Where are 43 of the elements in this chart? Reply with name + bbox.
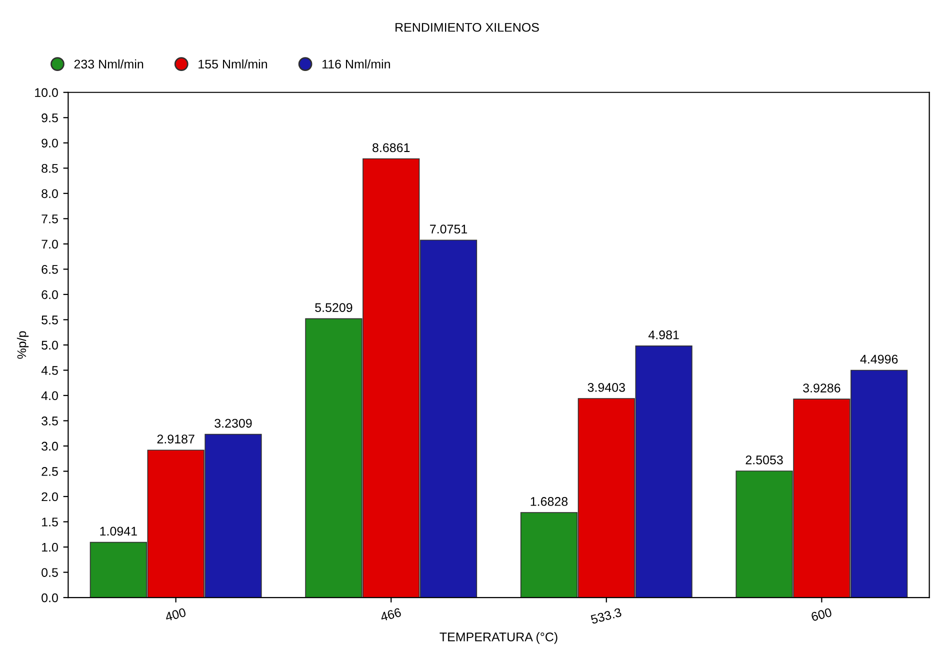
y-tick-label: 4.5 <box>41 366 58 375</box>
legend-label: 116 Nml/min <box>322 59 390 69</box>
y-tick-label: 3.0 <box>42 442 58 451</box>
x-tick-label: 533.3 <box>590 608 622 624</box>
data-label: 2.5053 <box>746 456 783 464</box>
y-tick-label: 3.5 <box>42 416 58 426</box>
y-tick-label: 6.0 <box>42 290 58 300</box>
y-tick-label: 5.5 <box>42 316 58 324</box>
legend-label: 155 Nml/min <box>198 59 267 69</box>
y-axis-title: %p/p <box>16 331 29 359</box>
y-tick-label: 7.0 <box>42 240 58 249</box>
x-axis-title: TEMPERATURA (°C) <box>440 632 558 644</box>
y-tick-label: 7.5 <box>42 214 58 224</box>
data-label: 1.0941 <box>100 526 137 536</box>
data-label: 5.5209 <box>315 303 352 312</box>
y-tick-label: 10.0 <box>35 88 58 98</box>
y-tick-label: 9.0 <box>42 138 58 148</box>
data-label: 1.6828 <box>530 497 568 506</box>
y-tick-label: 9.5 <box>42 113 58 122</box>
y-tick-label: 8.5 <box>42 164 58 173</box>
y-tick-label: 8.0 <box>42 189 58 198</box>
y-tick-label: 0.5 <box>42 568 58 577</box>
y-tick-label: 1.0 <box>42 542 58 552</box>
data-label: 7.0751 <box>430 224 468 234</box>
y-tick-label: 6.5 <box>42 264 58 274</box>
y-tick-label: 2.0 <box>42 492 58 502</box>
x-tick-label: 400 <box>164 608 186 622</box>
y-tick-label: 2.5 <box>42 467 58 476</box>
data-label: 8.6861 <box>372 143 410 152</box>
legend-label: 233 Nml/min <box>74 59 144 69</box>
y-tick-label: 0.0 <box>42 593 58 602</box>
data-label: 3.2309 <box>214 418 252 428</box>
chart-title: RENDIMIENTO XILENOS <box>396 22 539 32</box>
data-label: 3.9403 <box>588 383 625 392</box>
x-tick-label: 600 <box>810 608 832 622</box>
y-tick-label: 5.0 <box>42 340 58 350</box>
data-label: 4.4996 <box>860 354 898 364</box>
x-tick-label: 466 <box>380 608 402 622</box>
y-tick-label: 4.0 <box>41 391 58 400</box>
data-label: 2.9187 <box>157 434 194 444</box>
data-label: 3.9286 <box>803 384 840 392</box>
data-label: 4.981 <box>648 330 679 340</box>
y-tick-label: 1.5 <box>42 518 58 526</box>
